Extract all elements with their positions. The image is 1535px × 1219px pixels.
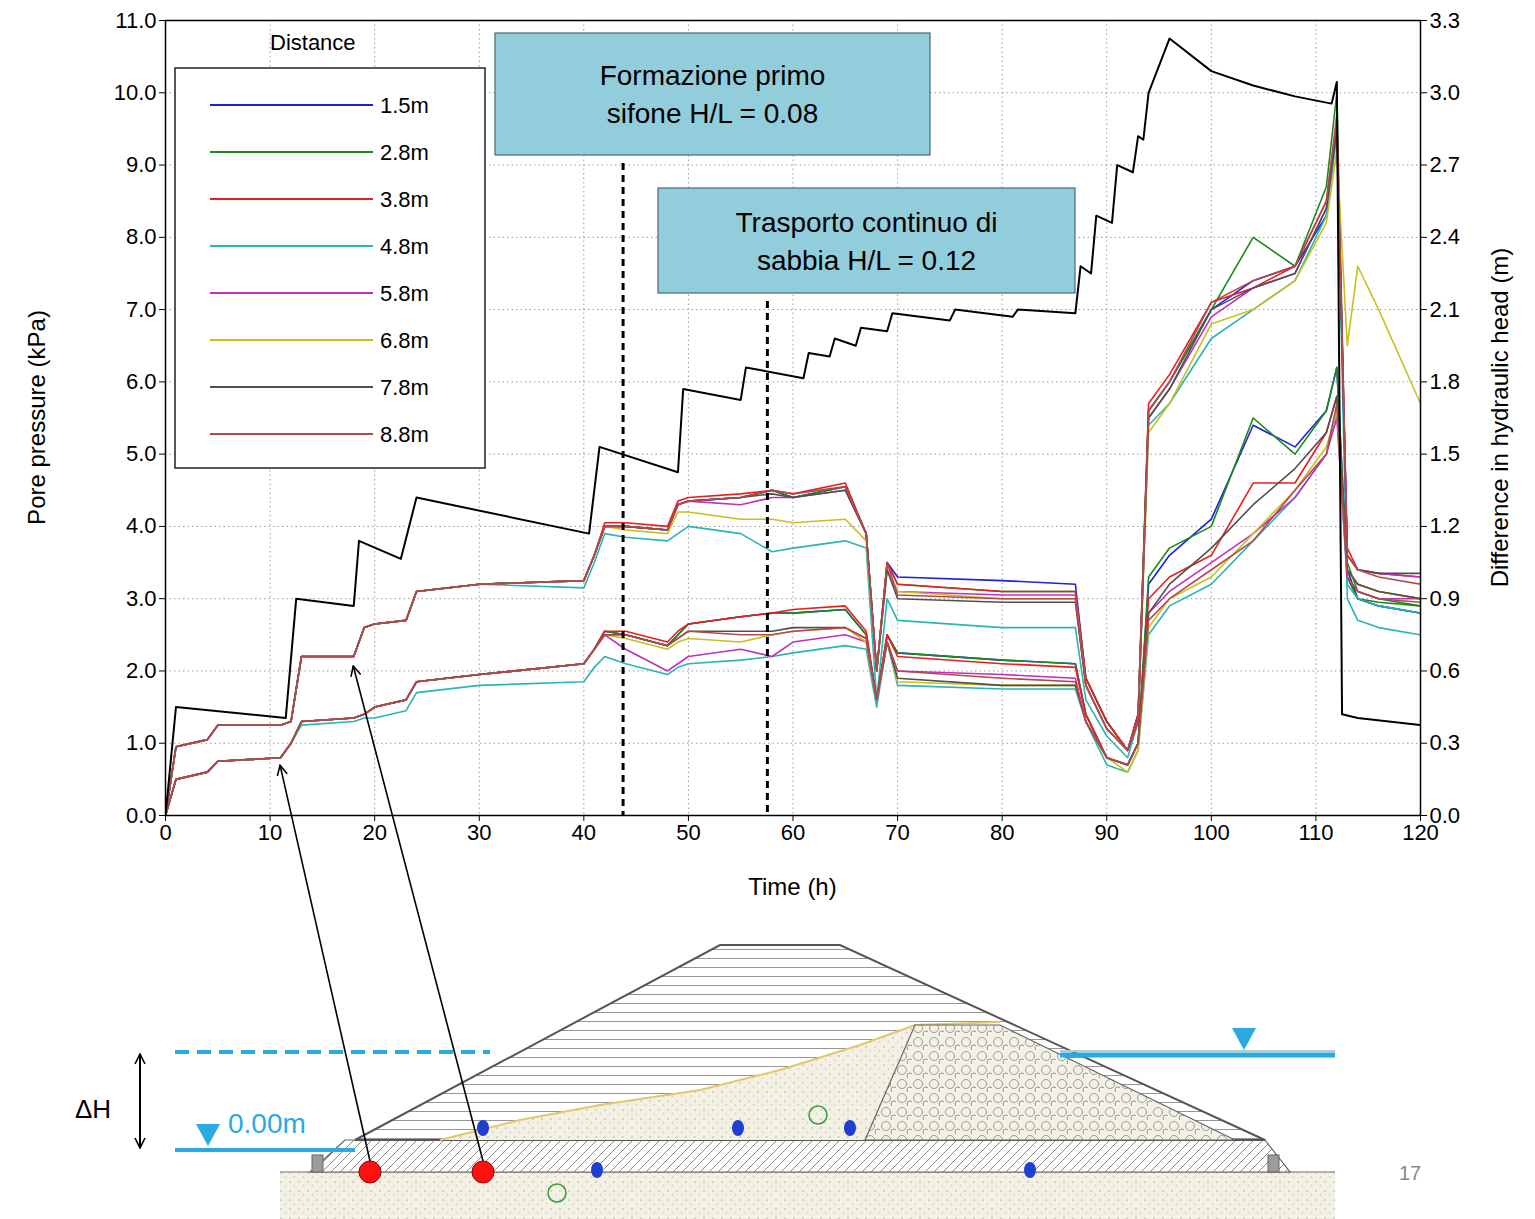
svg-text:1.5: 1.5 — [1430, 441, 1461, 466]
svg-text:70: 70 — [885, 820, 909, 845]
svg-text:8.0: 8.0 — [126, 224, 157, 249]
svg-text:1.8: 1.8 — [1430, 369, 1461, 394]
svg-text:2.7: 2.7 — [1430, 152, 1461, 177]
svg-text:3.0: 3.0 — [1430, 80, 1461, 105]
svg-text:50: 50 — [676, 820, 700, 845]
svg-text:110: 110 — [1298, 820, 1333, 845]
svg-text:40: 40 — [572, 820, 596, 845]
svg-text:Trasporto continuo di: Trasporto continuo di — [736, 207, 998, 238]
svg-text:Pore pressure (kPa): Pore pressure (kPa) — [23, 310, 50, 525]
svg-text:0.0: 0.0 — [1430, 803, 1461, 828]
svg-text:Difference in hydraulic head (: Difference in hydraulic head (m) — [1486, 248, 1513, 588]
svg-text:2.1: 2.1 — [1430, 297, 1461, 322]
svg-text:120: 120 — [1402, 820, 1439, 846]
svg-text:0.00m: 0.00m — [228, 1108, 306, 1139]
svg-text:ΔH: ΔH — [75, 1094, 111, 1124]
svg-text:100: 100 — [1193, 820, 1230, 845]
svg-text:20: 20 — [362, 820, 386, 845]
svg-text:3.3: 3.3 — [1430, 8, 1461, 33]
svg-text:7.0: 7.0 — [126, 297, 157, 322]
svg-text:5.8m: 5.8m — [380, 281, 429, 306]
svg-text:1.2: 1.2 — [1430, 513, 1461, 538]
svg-text:0: 0 — [159, 820, 171, 845]
svg-text:0.0: 0.0 — [126, 803, 157, 828]
svg-text:5.0: 5.0 — [126, 441, 157, 466]
svg-text:4.8m: 4.8m — [380, 234, 429, 259]
svg-text:sabbia H/L = 0.12: sabbia H/L = 0.12 — [757, 245, 976, 276]
svg-text:1.0: 1.0 — [126, 730, 157, 755]
svg-text:10: 10 — [258, 820, 282, 845]
svg-text:Distance: Distance — [270, 30, 356, 55]
svg-text:90: 90 — [1095, 820, 1119, 845]
svg-text:9.0: 9.0 — [126, 152, 157, 177]
svg-text:10.0: 10.0 — [114, 80, 157, 105]
svg-text:8.8m: 8.8m — [380, 422, 429, 447]
svg-text:4.0: 4.0 — [126, 513, 157, 538]
svg-text:7.8m: 7.8m — [380, 375, 429, 400]
svg-text:0.9: 0.9 — [1430, 586, 1461, 611]
svg-text:2.0: 2.0 — [126, 658, 157, 683]
svg-text:Formazione primo: Formazione primo — [600, 60, 826, 91]
svg-text:80: 80 — [990, 820, 1014, 845]
svg-text:sifone H/L = 0.08: sifone H/L = 0.08 — [607, 98, 818, 129]
svg-text:3.8m: 3.8m — [380, 187, 429, 212]
svg-text:60: 60 — [781, 820, 805, 845]
svg-text:6.8m: 6.8m — [380, 328, 429, 353]
svg-text:Time (h): Time (h) — [748, 873, 836, 900]
svg-text:0.6: 0.6 — [1430, 658, 1461, 683]
svg-text:11.0: 11.0 — [115, 8, 156, 33]
svg-text:30: 30 — [467, 820, 491, 845]
svg-text:6.0: 6.0 — [126, 369, 157, 394]
svg-text:17: 17 — [1399, 1162, 1421, 1184]
svg-text:1.5m: 1.5m — [380, 93, 429, 118]
svg-text:0.3: 0.3 — [1430, 730, 1461, 755]
svg-text:2.8m: 2.8m — [380, 140, 429, 165]
svg-text:3.0: 3.0 — [126, 586, 157, 611]
svg-text:2.4: 2.4 — [1430, 224, 1461, 249]
